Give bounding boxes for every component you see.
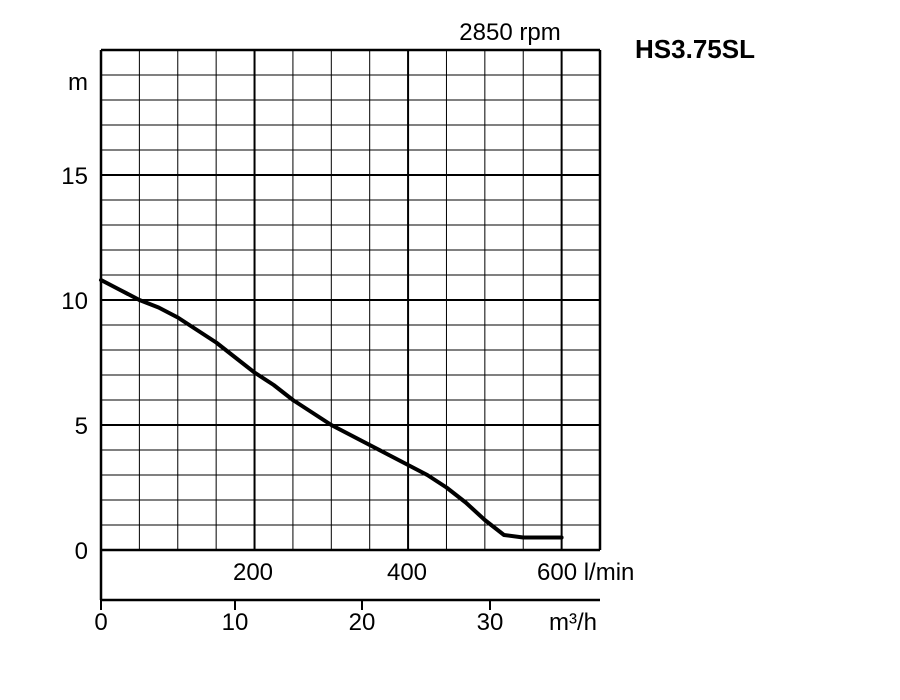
speed-label: 2850 rpm (459, 19, 560, 46)
x-tick-m3h-0: 0 (94, 609, 107, 636)
x-unit-m3h: m³/h (549, 609, 597, 636)
x-tick-lmin-400: 400 (387, 559, 427, 586)
model-label: HS3.75SL (635, 34, 755, 64)
x-tick-m3h-30: 30 (477, 609, 504, 636)
y-unit-label: m (68, 69, 88, 96)
performance-curve (99, 278, 564, 540)
grid (101, 50, 600, 550)
y-tick-10: 10 (61, 288, 88, 315)
x-tick-lmin-600: 600 l/min (537, 559, 634, 586)
x-tick-m3h-10: 10 (222, 609, 249, 636)
x-tick-m3h-20: 20 (349, 609, 376, 636)
y-tick-15: 15 (61, 163, 88, 190)
y-tick-0: 0 (75, 538, 88, 565)
y-tick-5: 5 (75, 413, 88, 440)
x-tick-lmin-200: 200 (233, 559, 273, 586)
plot-frame (99, 48, 602, 610)
